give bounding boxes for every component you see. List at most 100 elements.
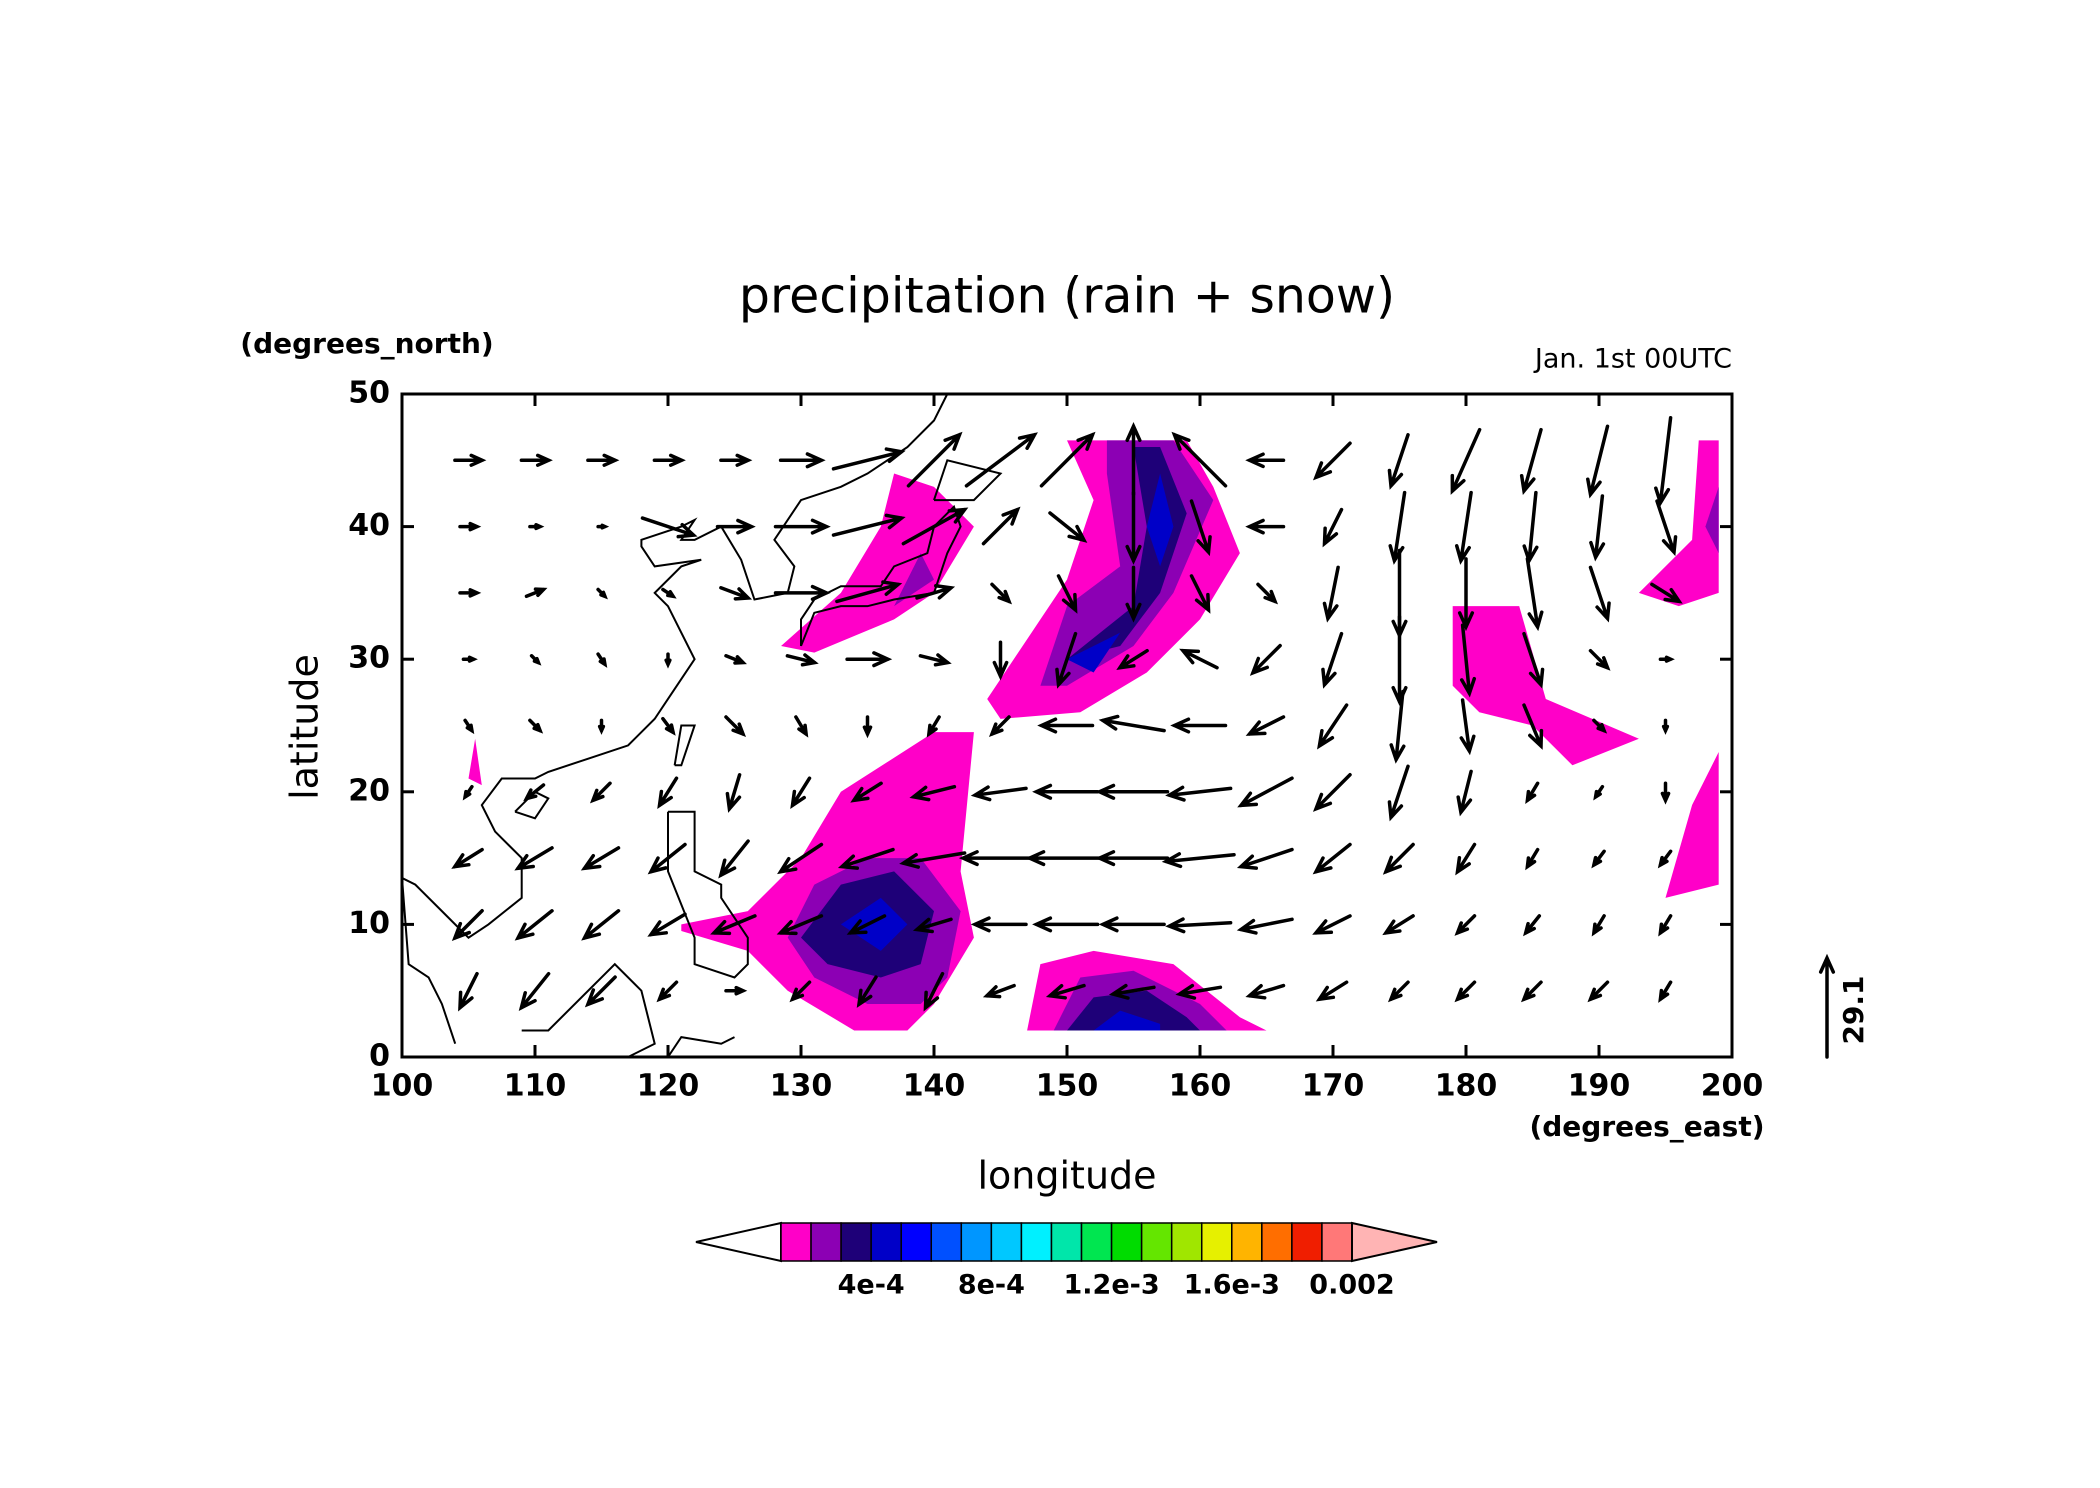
wind-vector <box>1098 714 1166 733</box>
wind-vector <box>458 521 482 532</box>
y-tick-label: 30 <box>348 641 390 676</box>
wind-vector <box>1454 490 1473 565</box>
wind-vector <box>596 652 608 668</box>
y-tick-label: 50 <box>348 376 390 411</box>
wind-vector <box>1312 842 1352 875</box>
wind-vector <box>835 580 903 604</box>
wind-vector <box>1025 850 1107 867</box>
colorbar-label: 1.2e-3 <box>1064 1270 1160 1301</box>
wind-vector <box>1256 582 1279 605</box>
wind-vector <box>918 653 952 667</box>
wind-vector <box>724 985 748 996</box>
wind-vector <box>1654 416 1673 508</box>
wind-vector <box>1587 980 1610 1003</box>
coastline <box>667 1036 735 1058</box>
wind-vector <box>528 523 545 531</box>
wind-vector <box>831 513 906 537</box>
precip-region <box>1146 473 1174 567</box>
x-unit: (degrees_east) <box>1529 1110 1764 1143</box>
wind-vector <box>1592 718 1608 734</box>
wind-vector <box>1661 718 1670 735</box>
wind-vector <box>850 781 883 803</box>
colorbar-box <box>1231 1222 1263 1262</box>
wind-vector <box>982 983 1016 999</box>
y-unit: (degrees_north) <box>240 327 493 360</box>
wind-vector <box>1161 852 1236 869</box>
wind-vector <box>1165 785 1233 802</box>
wind-vector <box>1387 764 1410 822</box>
wind-vector <box>988 715 1011 738</box>
x-tick-label: 170 <box>1302 1069 1365 1104</box>
wind-vector <box>1525 847 1540 871</box>
wind-vector <box>790 776 812 810</box>
coastline <box>673 724 696 767</box>
wind-vector <box>1650 582 1683 604</box>
wind-vector <box>923 971 945 1012</box>
wind-vector <box>514 909 554 941</box>
wind-vector <box>1525 781 1540 804</box>
wind-vector <box>1165 917 1233 934</box>
colorbar-box <box>1050 1222 1083 1262</box>
wind-vector <box>1317 703 1349 750</box>
precip-region <box>468 738 482 786</box>
wind-vector <box>1175 983 1223 1000</box>
wind-vector <box>458 971 479 1012</box>
wind-vector <box>1322 565 1340 623</box>
vector-layer <box>451 416 1683 1012</box>
wind-vector <box>1455 842 1477 876</box>
wind-vector <box>1098 916 1166 933</box>
y-axis-label: latitude <box>283 654 327 800</box>
wind-vector <box>1459 698 1476 756</box>
wind-vector <box>1520 980 1543 1003</box>
x-axis-label: longitude <box>977 1154 1156 1198</box>
x-tick-label: 180 <box>1435 1069 1498 1104</box>
wind-vector <box>1389 689 1406 764</box>
x-tick-label: 110 <box>504 1069 567 1104</box>
wind-vector <box>529 654 542 666</box>
wind-vector <box>528 718 544 734</box>
reference-vector-label: 29.1 <box>1837 975 1870 1044</box>
wind-vector <box>458 588 482 598</box>
wind-vector <box>1171 431 1228 488</box>
wind-vector <box>664 652 672 669</box>
wind-vector <box>1322 507 1344 548</box>
wind-vector <box>652 453 686 467</box>
wind-vector <box>901 507 969 546</box>
y-tick-label: 40 <box>348 508 390 543</box>
y-tick-label: 20 <box>348 773 390 808</box>
wind-vector <box>1658 980 1673 1003</box>
wind-vector <box>725 773 742 813</box>
wind-vector <box>912 917 953 934</box>
wind-vector <box>1245 452 1286 469</box>
wind-vector <box>794 715 809 738</box>
reference-vector <box>1818 953 1836 1059</box>
coastline <box>521 962 656 1058</box>
wind-vector <box>463 718 475 735</box>
colorbar-box <box>1321 1222 1353 1262</box>
wind-vector <box>647 842 687 875</box>
precip-region <box>840 897 908 951</box>
wind-vector <box>710 914 757 936</box>
wind-vector <box>661 716 676 736</box>
x-tick-label: 150 <box>1036 1069 1099 1104</box>
wind-vector <box>1450 427 1482 495</box>
wind-vector <box>1387 980 1410 1003</box>
wind-vector <box>1095 850 1170 867</box>
wind-vector <box>719 586 753 601</box>
wind-vector <box>1523 914 1542 937</box>
wind-vector <box>1189 499 1212 557</box>
precip-region <box>894 553 934 607</box>
wind-vector <box>906 431 963 488</box>
wind-vector <box>640 516 698 539</box>
wind-vector <box>1519 427 1543 496</box>
colorbar-box <box>1170 1222 1203 1262</box>
wind-vector <box>1658 914 1673 937</box>
wind-vector <box>970 785 1028 802</box>
wind-vector <box>1048 511 1088 543</box>
wind-vector <box>970 916 1028 933</box>
wind-vector <box>1586 424 1610 499</box>
wind-vector <box>453 453 487 467</box>
wind-vector <box>1249 643 1282 676</box>
wind-vector <box>992 640 1009 681</box>
